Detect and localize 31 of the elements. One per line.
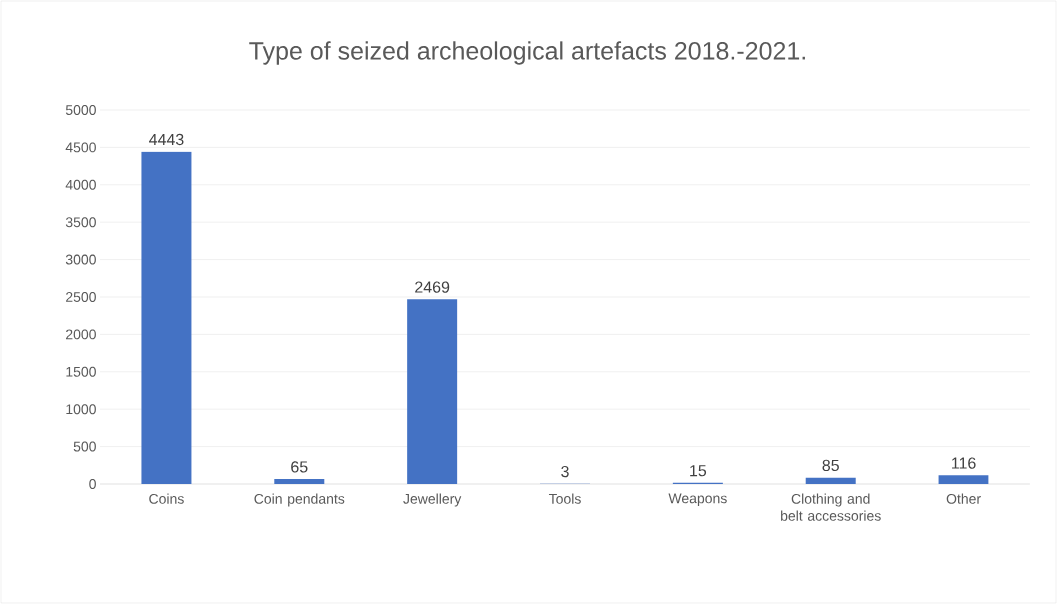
y-tick-label: 0	[89, 479, 96, 489]
x-tick-label: Other	[946, 493, 981, 504]
y-tick-label: 1500	[66, 366, 96, 377]
x-tick-label: Tools	[548, 493, 581, 504]
y-tick-label: 3500	[65, 217, 96, 228]
y-tick-label: 4500	[65, 142, 96, 153]
data-label: 116	[952, 457, 976, 469]
x-tick-label: Coin pendants	[254, 493, 345, 507]
data-label: 4443	[149, 133, 184, 146]
x-tick-label: Weapons	[668, 493, 727, 507]
data-label: 85	[822, 459, 839, 472]
data-label: 65	[291, 461, 308, 473]
y-tick-label: 2000	[66, 329, 96, 340]
y-tick-label: 5000	[65, 105, 96, 115]
bar	[274, 479, 325, 484]
bar	[938, 475, 989, 484]
y-tick-label: 3000	[65, 254, 96, 265]
y-tick-label: 2500	[66, 292, 96, 302]
data-label: 2469	[415, 281, 450, 293]
bar	[141, 151, 192, 484]
y-tick-label: 4000	[65, 179, 96, 190]
chart-title: Type of seized archeological artefacts 2018.-2021.	[249, 41, 805, 65]
y-tick-label: 1000	[66, 404, 96, 415]
data-label: 15	[690, 465, 707, 477]
x-tick-label: Jewellery	[403, 493, 462, 507]
data-label: 3	[561, 465, 569, 478]
x-tick-label: Clothing and belt accessories	[781, 493, 881, 521]
x-tick-label: Coins	[149, 493, 184, 504]
y-tick-label: 500	[73, 441, 96, 452]
bar	[805, 477, 856, 484]
bar	[407, 299, 458, 484]
